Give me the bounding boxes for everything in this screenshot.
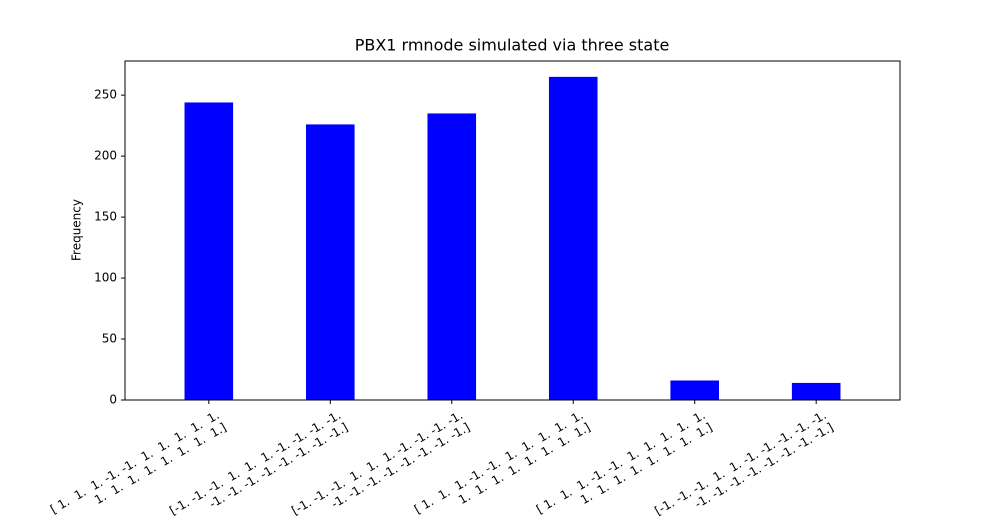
y-tick-label: 100 [94, 271, 117, 285]
bar [305, 124, 355, 401]
y-tick-label: 50 [102, 332, 117, 346]
y-tick-label: 0 [109, 393, 117, 407]
background [0, 0, 1000, 500]
bar [791, 382, 841, 400]
page: PBX1 rmnode simulated via three state Fr… [0, 0, 1000, 519]
y-tick-label: 200 [94, 149, 117, 163]
y-axis-label: Frequency [70, 199, 84, 261]
plot-frame [124, 60, 901, 401]
chart: PBX1 rmnode simulated via three state Fr… [0, 0, 1000, 500]
y-tick-label: 150 [94, 210, 117, 224]
bar [548, 76, 598, 401]
bar [427, 113, 477, 401]
chart-title: PBX1 rmnode simulated via three state [355, 36, 670, 55]
y-tick-label: 250 [94, 88, 117, 102]
bar [184, 102, 234, 400]
bar [670, 380, 720, 400]
